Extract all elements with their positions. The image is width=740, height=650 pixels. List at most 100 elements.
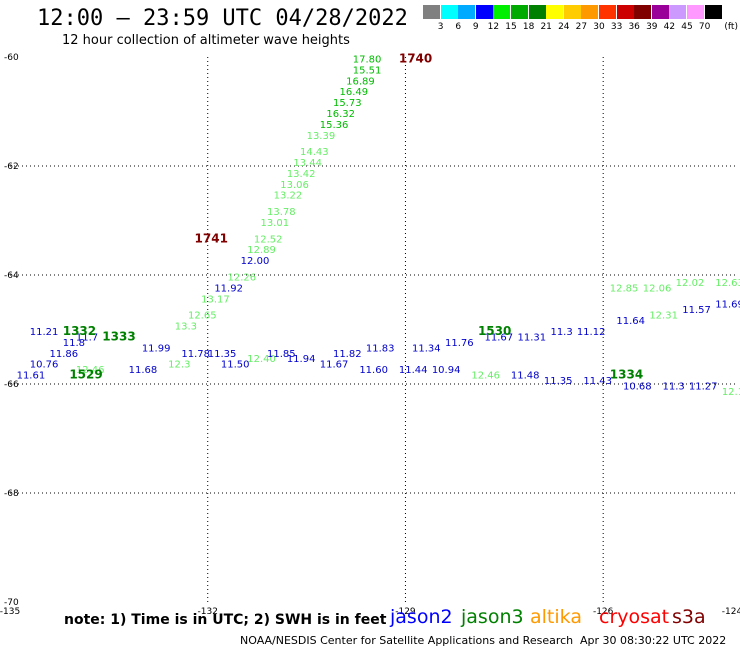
data-point-s3a: 13.06	[280, 180, 309, 191]
data-point-jason3: 12.31	[649, 311, 678, 322]
data-point-jason3: 11.94	[287, 354, 316, 365]
data-point-s3a: 16.89	[346, 76, 375, 87]
colorbar-label: 18	[522, 22, 535, 32]
data-point-jason3: 11.68	[129, 365, 158, 376]
data-point-jason3: 11.78	[181, 349, 210, 360]
data-point-jason3: 11.35	[208, 349, 237, 360]
data-point-jason3: 11.3	[663, 381, 685, 392]
data-point-s3a: 15.73	[333, 98, 362, 109]
data-point-s3a: 13.78	[267, 207, 296, 218]
data-point-jason3: 11.61	[17, 371, 46, 382]
data-point-s3a: 12.26	[228, 272, 257, 283]
data-point-jason3: 11.76	[445, 338, 474, 349]
footer-note: note: 1) Time is in UTC; 2) SWH is in fe…	[64, 612, 387, 628]
y-tick-label: -62	[4, 162, 19, 172]
colorbar-swatch	[511, 5, 528, 19]
colorbar-swatch	[493, 5, 511, 19]
colorbar-label: 27	[575, 22, 588, 32]
colorbar-label: 24	[558, 22, 570, 32]
data-point-jason3: 11.57	[682, 305, 711, 316]
data-point-jason3: 11.31	[518, 332, 547, 343]
data-point-jason3: 10.94	[432, 365, 461, 376]
colorbar-swatch	[440, 5, 458, 19]
colorbar-label: 45	[681, 22, 693, 32]
data-point-s3a: 13.44	[293, 158, 322, 169]
colorbar-swatch	[423, 5, 440, 19]
data-point-jason3: 10.68	[623, 381, 652, 392]
data-point-s3a: 16.32	[326, 109, 355, 120]
data-point-s3a: 15.36	[320, 120, 349, 131]
data-point-s3a: 12.00	[241, 256, 270, 267]
data-point-s3a: 16.49	[340, 87, 369, 98]
y-tick-label: -66	[4, 380, 19, 390]
colorbar-swatch	[563, 5, 581, 19]
colorbar-swatch	[528, 5, 546, 19]
colorbar-label: 9	[472, 22, 479, 32]
data-point-jason3: 12.3	[168, 360, 190, 371]
data-point-s3a: 13.17	[201, 294, 230, 305]
data-point-jason3: 11.3	[550, 327, 572, 338]
data-point-s3a: 12.52	[254, 234, 283, 245]
footer-credit: NOAA/NESDIS Center for Satellite Applica…	[240, 634, 574, 647]
colorbar-label: 21	[540, 22, 552, 32]
data-point-jason2: 12.02	[676, 278, 705, 289]
data-point-jason3: 10.76	[30, 360, 59, 371]
time-label: 1334	[610, 368, 643, 382]
data-point-s3a: 13.39	[307, 131, 336, 142]
data-point-jason3: 11.44	[399, 365, 428, 376]
data-point-jason3: 11.82	[333, 349, 362, 360]
colorbar-swatch	[704, 5, 722, 19]
data-point-jason2: 12.06	[643, 283, 672, 294]
y-tick-label: -64	[4, 271, 19, 281]
data-point-s3a: 13.22	[274, 191, 303, 202]
x-tick-label: -126	[593, 607, 614, 617]
data-point-jason3: 11.50	[221, 360, 250, 371]
data-point-jason3: 11.60	[359, 365, 388, 376]
data-point-jason3: 11.99	[142, 343, 171, 354]
legend-jason2: jason2	[390, 606, 453, 628]
colorbar-swatch	[546, 5, 564, 19]
time-label: 1740	[399, 51, 432, 65]
time-label: 1332	[63, 324, 96, 338]
y-tick-label: -60	[4, 53, 19, 63]
data-point-jason3: 11.27	[689, 381, 718, 392]
data-point-s3a: 14.43	[300, 147, 329, 158]
data-point-jason3: 12.40	[247, 354, 276, 365]
colorbar-label: 30	[593, 22, 605, 32]
data-point-jason3: 11.64	[616, 316, 645, 327]
data-point-jason2: 12.85	[610, 283, 639, 294]
data-point-jason3: 12.46	[76, 365, 105, 376]
colorbar-label: 15	[505, 22, 517, 32]
colorbar-swatch	[616, 5, 634, 19]
data-point-s3a: 15.51	[353, 65, 382, 76]
colorbar-label: 39	[646, 22, 658, 32]
data-point-jason3: 12.46	[471, 371, 500, 382]
x-tick-label: -132	[198, 607, 218, 617]
data-point-jason3: 11.34	[412, 343, 441, 354]
data-point-jason3: 11.43	[583, 376, 612, 387]
colorbar-swatch	[634, 5, 652, 19]
time-label: 1529	[69, 368, 102, 382]
data-point-jason3: 11.86	[50, 349, 79, 360]
data-point-jason2: 12.63	[715, 278, 740, 289]
data-point-s3a: 17.80	[353, 54, 382, 65]
x-tick-label: -135	[0, 607, 20, 617]
data-point-s3a: 11.92	[214, 283, 243, 294]
data-point-jason3: 11.12	[577, 327, 606, 338]
colorbar-swatch	[651, 5, 669, 19]
colorbar-label: 36	[628, 22, 640, 32]
colorbar-label: 70	[698, 22, 711, 32]
colorbar-label: 12	[487, 22, 500, 32]
data-point-jason3: 11.67	[320, 360, 349, 371]
data-point-jason3: 12.13	[722, 387, 740, 398]
data-point-jason3: 11.48	[511, 371, 540, 382]
time-label: 1333	[102, 329, 135, 343]
legend-altika: altika	[530, 606, 582, 628]
x-tick-label: -124	[722, 607, 740, 617]
colorbar-label: 6	[455, 22, 462, 32]
data-point-s3a: 12.65	[188, 311, 217, 322]
chart-title: 12:00 – 23:59 UTC 04/28/2022	[37, 6, 408, 31]
colorbar-swatch	[458, 5, 476, 19]
colorbar-label: 42	[663, 22, 676, 32]
